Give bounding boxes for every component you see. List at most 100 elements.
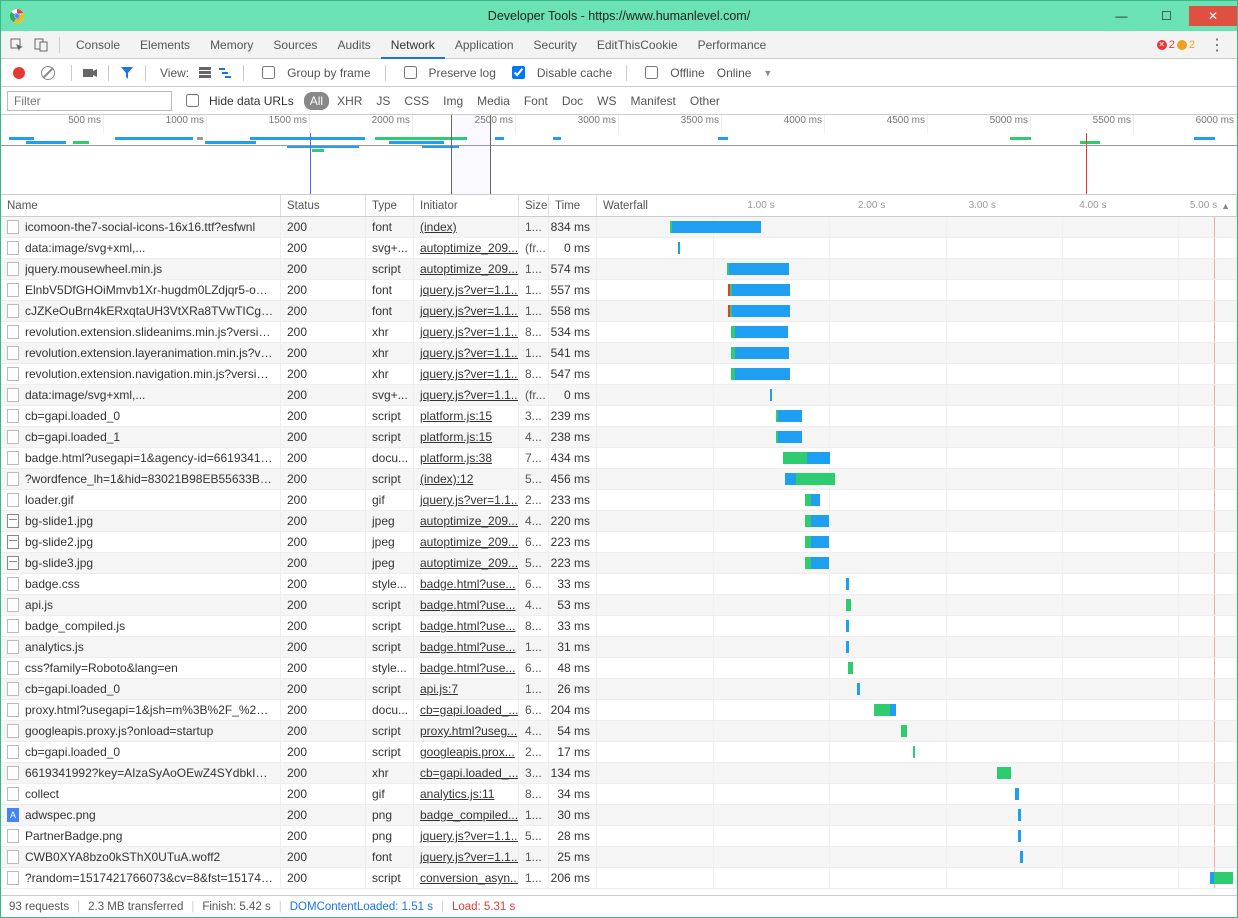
error-count[interactable]: ✕2 <box>1157 39 1175 51</box>
col-type[interactable]: Type <box>366 195 414 216</box>
chip-all[interactable]: All <box>304 92 329 110</box>
cell-initiator[interactable]: badge.html?use... <box>414 658 519 678</box>
cell-initiator[interactable]: badge.html?use... <box>414 616 519 636</box>
device-icon[interactable] <box>29 33 53 57</box>
table-row[interactable]: loader.gif200gifjquery.js?ver=1.1...2...… <box>1 490 1237 511</box>
throttle-select[interactable]: Online <box>717 66 752 80</box>
chip-other[interactable]: Other <box>684 92 726 110</box>
table-row[interactable]: analytics.js200scriptbadge.html?use...1.… <box>1 637 1237 658</box>
tab-security[interactable]: Security <box>524 31 587 59</box>
preserve-log-checkbox[interactable] <box>404 66 417 79</box>
tab-memory[interactable]: Memory <box>200 31 263 59</box>
chip-doc[interactable]: Doc <box>556 92 589 110</box>
cell-initiator[interactable]: jquery.js?ver=1.1... <box>414 490 519 510</box>
table-row[interactable]: PartnerBadge.png200pngjquery.js?ver=1.1.… <box>1 826 1237 847</box>
table-row[interactable]: jquery.mousewheel.min.js200scriptautopti… <box>1 259 1237 280</box>
table-row[interactable]: cb=gapi.loaded_0200scriptgoogleapis.prox… <box>1 742 1237 763</box>
table-row[interactable]: badge.css200style...badge.html?use...6..… <box>1 574 1237 595</box>
table-row[interactable]: collect200gifanalytics.js:118...34 ms <box>1 784 1237 805</box>
chip-manifest[interactable]: Manifest <box>625 92 682 110</box>
chip-xhr[interactable]: XHR <box>331 92 368 110</box>
table-row[interactable]: ?wordfence_lh=1&hid=83021B98EB55633BC2..… <box>1 469 1237 490</box>
table-row[interactable]: data:image/svg+xml,...200svg+...jquery.j… <box>1 385 1237 406</box>
table-row[interactable]: Aadwspec.png200pngbadge_compiled....1...… <box>1 805 1237 826</box>
cell-initiator[interactable]: platform.js:15 <box>414 427 519 447</box>
chip-js[interactable]: JS <box>370 92 396 110</box>
cell-initiator[interactable]: autoptimize_209... <box>414 511 519 531</box>
kebab-menu-icon[interactable]: ⋮ <box>1201 35 1233 55</box>
table-row[interactable]: icomoon-the7-social-icons-16x16.ttf?esfw… <box>1 217 1237 238</box>
tab-audits[interactable]: Audits <box>327 31 380 59</box>
clear-icon[interactable] <box>41 66 55 80</box>
large-rows-icon[interactable] <box>197 65 213 81</box>
table-row[interactable]: CWB0XYA8bzo0kSThX0UTuA.woff2200fontjquer… <box>1 847 1237 868</box>
table-row[interactable]: bg-slide2.jpg200jpegautoptimize_209...6.… <box>1 532 1237 553</box>
cell-initiator[interactable]: jquery.js?ver=1.1... <box>414 364 519 384</box>
filter-input[interactable] <box>7 91 172 111</box>
table-row[interactable]: bg-slide3.jpg200jpegautoptimize_209...5.… <box>1 553 1237 574</box>
cell-initiator[interactable]: jquery.js?ver=1.1... <box>414 385 519 405</box>
tab-console[interactable]: Console <box>66 31 130 59</box>
cell-initiator[interactable]: jquery.js?ver=1.1... <box>414 280 519 300</box>
cell-initiator[interactable]: autoptimize_209... <box>414 532 519 552</box>
table-row[interactable]: cb=gapi.loaded_1200scriptplatform.js:154… <box>1 427 1237 448</box>
table-row[interactable]: api.js200scriptbadge.html?use...4...53 m… <box>1 595 1237 616</box>
record-icon[interactable] <box>13 67 25 79</box>
table-row[interactable]: revolution.extension.navigation.min.js?v… <box>1 364 1237 385</box>
cell-initiator[interactable]: jquery.js?ver=1.1... <box>414 301 519 321</box>
warning-count[interactable]: 2 <box>1177 39 1195 51</box>
table-body[interactable]: icomoon-the7-social-icons-16x16.ttf?esfw… <box>1 217 1237 895</box>
table-row[interactable]: css?family=Roboto&lang=en200style...badg… <box>1 658 1237 679</box>
tab-application[interactable]: Application <box>445 31 524 59</box>
col-status[interactable]: Status <box>281 195 366 216</box>
chip-css[interactable]: CSS <box>398 92 435 110</box>
cell-initiator[interactable]: platform.js:15 <box>414 406 519 426</box>
disable-cache-checkbox[interactable] <box>512 66 525 79</box>
hide-data-urls-checkbox[interactable] <box>186 94 199 107</box>
chip-media[interactable]: Media <box>471 92 516 110</box>
cell-initiator[interactable]: cb=gapi.loaded_... <box>414 763 519 783</box>
table-row[interactable]: ?random=1517421766073&cv=8&fst=151742...… <box>1 868 1237 889</box>
cell-initiator[interactable]: proxy.html?useg... <box>414 721 519 741</box>
col-size[interactable]: Size <box>519 195 549 216</box>
col-time[interactable]: Time <box>549 195 597 216</box>
cell-initiator[interactable]: badge.html?use... <box>414 574 519 594</box>
chip-img[interactable]: Img <box>437 92 469 110</box>
cell-initiator[interactable]: analytics.js:11 <box>414 784 519 804</box>
chip-font[interactable]: Font <box>518 92 554 110</box>
cell-initiator[interactable]: jquery.js?ver=1.1... <box>414 343 519 363</box>
chip-ws[interactable]: WS <box>591 92 622 110</box>
cell-initiator[interactable]: conversion_asyn... <box>414 868 519 888</box>
table-row[interactable]: cb=gapi.loaded_0200scriptplatform.js:153… <box>1 406 1237 427</box>
chevron-down-icon[interactable]: ▼ <box>763 68 772 78</box>
minimize-button[interactable]: — <box>1099 6 1144 26</box>
table-row[interactable]: revolution.extension.slideanims.min.js?v… <box>1 322 1237 343</box>
inspect-icon[interactable] <box>5 33 29 57</box>
offline-checkbox[interactable] <box>645 66 658 79</box>
camera-icon[interactable] <box>82 65 98 81</box>
cell-initiator[interactable]: jquery.js?ver=1.1... <box>414 847 519 867</box>
cell-initiator[interactable]: cb=gapi.loaded_... <box>414 700 519 720</box>
cell-initiator[interactable]: autoptimize_209... <box>414 553 519 573</box>
tab-editthiscookie[interactable]: EditThisCookie <box>587 31 688 59</box>
filter-icon[interactable] <box>119 65 135 81</box>
cell-initiator[interactable]: autoptimize_209... <box>414 238 519 258</box>
cell-initiator[interactable]: badge.html?use... <box>414 595 519 615</box>
cell-initiator[interactable]: api.js:7 <box>414 679 519 699</box>
tab-elements[interactable]: Elements <box>130 31 200 59</box>
table-row[interactable]: data:image/svg+xml,...200svg+...autoptim… <box>1 238 1237 259</box>
overview-timeline[interactable]: 500 ms1000 ms1500 ms2000 ms2500 ms3000 m… <box>1 115 1237 195</box>
table-row[interactable]: revolution.extension.layeranimation.min.… <box>1 343 1237 364</box>
tab-performance[interactable]: Performance <box>688 31 777 59</box>
maximize-button[interactable]: ☐ <box>1144 6 1189 26</box>
tab-network[interactable]: Network <box>381 31 445 59</box>
col-name[interactable]: Name <box>1 195 281 216</box>
table-row[interactable]: proxy.html?usegapi=1&jsh=m%3B%2F_%2Fsc..… <box>1 700 1237 721</box>
cell-initiator[interactable]: platform.js:38 <box>414 448 519 468</box>
waterfall-view-icon[interactable] <box>217 65 233 81</box>
table-row[interactable]: badge_compiled.js200scriptbadge.html?use… <box>1 616 1237 637</box>
table-row[interactable]: 6619341992?key=AIzaSyAoOEwZ4SYdbkIoxR...… <box>1 763 1237 784</box>
table-row[interactable]: googleapis.proxy.js?onload=startup200scr… <box>1 721 1237 742</box>
cell-initiator[interactable]: badge_compiled.... <box>414 805 519 825</box>
col-waterfall[interactable]: Waterfall 1.00 s2.00 s3.00 s4.00 s5.00 s… <box>597 195 1237 216</box>
